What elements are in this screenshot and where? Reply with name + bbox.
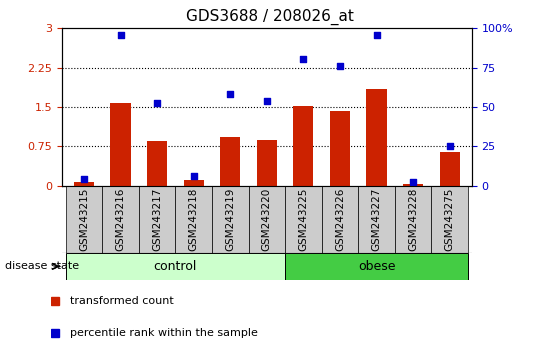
Text: GSM243218: GSM243218 [189, 188, 199, 251]
Bar [139, 186, 175, 253]
Bar [330, 111, 350, 186]
Bar [147, 141, 167, 186]
Text: GSM243215: GSM243215 [79, 188, 89, 251]
Text: control: control [154, 260, 197, 273]
Point [80, 176, 88, 182]
Point [189, 173, 198, 179]
Point [262, 98, 271, 104]
Point [153, 101, 161, 106]
Text: GSM243228: GSM243228 [408, 188, 418, 251]
Text: GSM243217: GSM243217 [152, 188, 162, 251]
Point [336, 63, 344, 69]
Text: GSM243225: GSM243225 [299, 188, 308, 251]
Bar [322, 186, 358, 253]
Text: obese: obese [358, 260, 395, 273]
Bar [293, 105, 314, 186]
Text: GSM243216: GSM243216 [115, 188, 126, 251]
Text: GDS3688 / 208026_at: GDS3688 / 208026_at [185, 9, 354, 25]
Text: GSM243219: GSM243219 [225, 188, 235, 251]
Bar [175, 186, 212, 253]
Bar [248, 186, 285, 253]
Bar [110, 103, 130, 186]
Text: percentile rank within the sample: percentile rank within the sample [70, 328, 258, 338]
Point [409, 179, 417, 184]
Point [445, 144, 454, 149]
Point [372, 32, 381, 38]
Bar [74, 182, 94, 186]
Bar [367, 89, 386, 186]
Bar [403, 184, 423, 186]
Bar [220, 137, 240, 186]
Bar [285, 186, 322, 253]
Bar [102, 186, 139, 253]
Bar [66, 253, 285, 280]
Text: transformed count: transformed count [70, 296, 174, 306]
Bar [66, 186, 102, 253]
Point [226, 91, 234, 97]
Bar [431, 186, 468, 253]
Text: GSM243275: GSM243275 [445, 188, 455, 251]
Bar [395, 186, 431, 253]
Point [299, 56, 308, 62]
Bar [212, 186, 248, 253]
Bar [257, 139, 277, 186]
Bar [184, 179, 204, 186]
Point [116, 32, 125, 38]
Text: GSM243227: GSM243227 [371, 188, 382, 251]
Bar [358, 186, 395, 253]
Text: disease state: disease state [5, 261, 80, 272]
Bar [440, 152, 460, 186]
Bar [285, 253, 468, 280]
Text: GSM243226: GSM243226 [335, 188, 345, 251]
Text: GSM243220: GSM243220 [262, 188, 272, 251]
